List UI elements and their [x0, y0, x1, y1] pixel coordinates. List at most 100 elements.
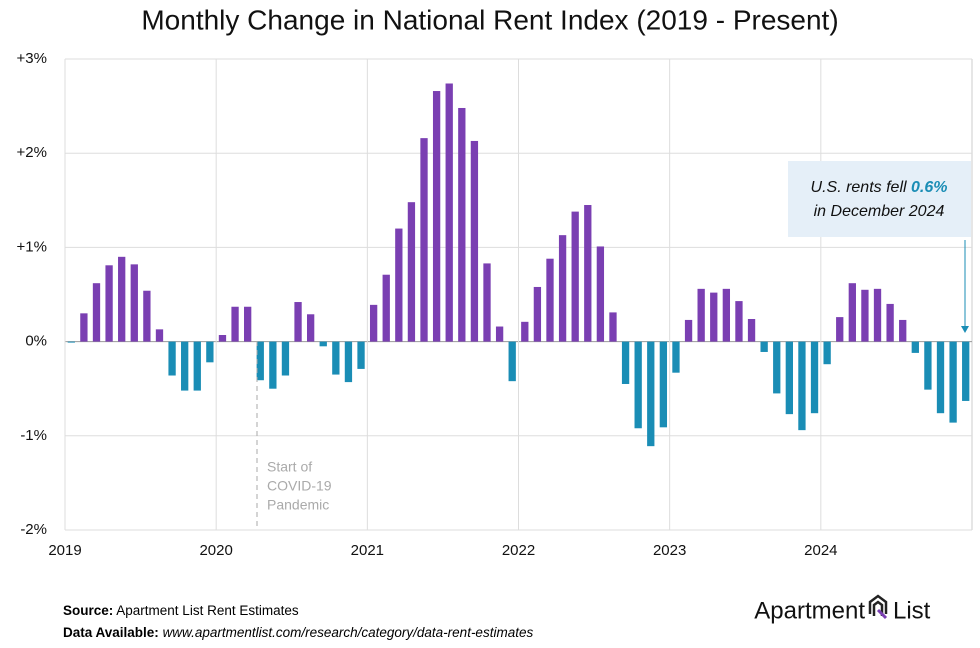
bar	[420, 138, 428, 342]
x-tick-label: 2022	[502, 542, 535, 559]
callout-text: U.S. rents fell	[811, 179, 911, 196]
x-tick-label: 2024	[804, 542, 837, 559]
bar	[962, 341, 970, 401]
bar	[80, 313, 88, 342]
bar	[306, 314, 315, 342]
bar	[848, 283, 856, 342]
bar	[584, 205, 592, 342]
bar	[810, 341, 819, 414]
bar	[332, 341, 340, 375]
callout-text: U.S. rents fell 0.6%	[811, 179, 948, 196]
y-tick-label: -1%	[20, 427, 47, 444]
bar	[684, 319, 693, 342]
bar	[395, 228, 403, 342]
source-line: Source: Apartment List Rent Estimates	[63, 603, 299, 618]
bar	[193, 341, 201, 391]
bar	[735, 301, 743, 342]
bar	[432, 91, 441, 342]
data-url: www.apartmentlist.com/research/category/…	[162, 625, 534, 640]
data-label: Data Available:	[63, 625, 159, 640]
bar	[873, 288, 882, 342]
bar	[861, 289, 869, 342]
bar	[470, 140, 479, 342]
bar	[836, 317, 844, 342]
bar	[924, 341, 932, 390]
callout-text: in December 2024	[814, 203, 945, 220]
y-tick-label: -2%	[20, 521, 47, 538]
bars	[67, 83, 970, 447]
bar	[458, 107, 466, 342]
source: Apartment List Rent Estimates	[116, 603, 299, 618]
covid-label: Start of	[267, 459, 312, 475]
data-line: Data Available: www.apartmentlist.com/re…	[63, 625, 533, 640]
bar	[672, 341, 680, 373]
y-tick-label: +3%	[17, 50, 47, 67]
bar	[281, 341, 290, 376]
bar	[911, 341, 919, 353]
bar	[899, 319, 907, 342]
covid-label: Pandemic	[267, 497, 329, 513]
bar	[155, 329, 164, 342]
bar	[533, 286, 542, 342]
bar	[357, 341, 365, 369]
chart-title: Monthly Change in National Rent Index (2…	[141, 4, 838, 35]
bar	[634, 341, 642, 429]
bar	[181, 341, 189, 391]
bar	[508, 341, 516, 382]
bar	[760, 341, 768, 352]
x-tick-label: 2023	[653, 542, 686, 559]
bar	[697, 288, 705, 342]
logo	[868, 594, 888, 620]
bar	[105, 265, 113, 342]
bar	[294, 302, 302, 342]
bar	[369, 304, 378, 342]
bar	[118, 256, 126, 342]
bar	[596, 246, 605, 342]
bar	[647, 341, 655, 447]
bar	[445, 83, 453, 342]
bar	[798, 341, 806, 431]
bar	[130, 264, 138, 342]
bar	[168, 341, 176, 376]
bar	[936, 341, 945, 414]
bar	[344, 341, 353, 383]
logo-icon	[876, 608, 888, 620]
bar	[659, 341, 668, 428]
bar	[823, 341, 831, 365]
bar	[483, 263, 491, 342]
bar	[92, 283, 101, 342]
bar	[609, 312, 617, 342]
bar	[206, 341, 214, 363]
bar	[710, 292, 718, 342]
bar	[231, 306, 239, 342]
bar	[886, 303, 894, 342]
callout-box	[788, 161, 971, 237]
bar	[244, 306, 252, 342]
logo-icon	[868, 594, 888, 616]
y-tick-label: +1%	[17, 238, 47, 255]
bar	[558, 235, 567, 342]
bar	[269, 341, 277, 389]
bar	[722, 288, 731, 342]
bar	[495, 326, 504, 342]
logo-text: Apartment	[754, 597, 865, 624]
bar	[67, 341, 75, 343]
bar	[143, 290, 151, 342]
bar	[949, 341, 957, 423]
source-label: Source:	[63, 603, 114, 618]
bar	[218, 335, 227, 342]
y-tick-label: +2%	[17, 144, 47, 161]
covid-label: COVID-19	[267, 478, 332, 494]
bar	[521, 321, 529, 342]
x-tick-label: 2021	[351, 542, 384, 559]
bar	[571, 211, 579, 342]
logo-text: List	[893, 597, 931, 624]
bar	[546, 258, 554, 342]
bar	[621, 341, 630, 384]
bar	[256, 341, 264, 381]
callout-arrowhead	[961, 326, 969, 333]
x-tick-label: 2019	[48, 542, 81, 559]
bar	[319, 341, 327, 347]
